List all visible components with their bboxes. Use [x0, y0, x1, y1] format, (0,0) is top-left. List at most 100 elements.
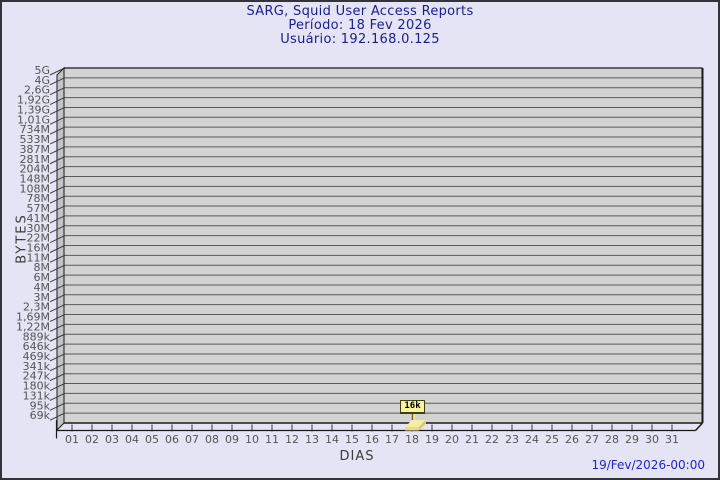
- y-tick: [49, 344, 64, 352]
- y-tick: [49, 225, 64, 234]
- bar-value-label: 16k: [400, 400, 425, 414]
- bar-side-face: [419, 420, 426, 431]
- y-tick: [49, 186, 64, 194]
- y-tick: [49, 196, 64, 204]
- report-header: SARG, Squid User Access Reports Período:…: [2, 5, 718, 47]
- floor-right-edge: [694, 422, 704, 432]
- y-tick: [49, 68, 64, 76]
- x-tick-label: 06: [165, 433, 179, 446]
- y-tick-label: 204M: [20, 163, 51, 176]
- y-tick: [49, 137, 64, 145]
- y-tick-label: 148M: [20, 172, 51, 185]
- y-tick: [49, 354, 64, 362]
- y-tick: [49, 166, 64, 175]
- y-tick-label: 57M: [27, 202, 51, 215]
- y-tick: [49, 304, 64, 313]
- x-tick-label: 21: [465, 433, 479, 446]
- x-tick-label: 31: [665, 433, 679, 446]
- y-tick-label: 41M: [27, 212, 51, 225]
- bar-front-face: [405, 427, 419, 431]
- y-tick: [49, 206, 64, 214]
- y-tick-label: 1,92G: [17, 94, 50, 107]
- x-tick-label: 11: [265, 433, 279, 446]
- y-tick: [49, 314, 64, 322]
- y-tick-label: 247k: [23, 370, 51, 383]
- x-tick-label: 23: [505, 433, 519, 446]
- x-tick-label: 27: [585, 433, 599, 446]
- y-tick: [49, 373, 64, 382]
- y-tick: [49, 97, 64, 106]
- y-tick-label: 69k: [30, 409, 51, 422]
- y-tick-label: 5G: [34, 64, 50, 77]
- x-tick-label: 28: [605, 433, 619, 446]
- x-tick-label: 24: [525, 433, 539, 446]
- y-tick: [49, 413, 64, 421]
- y-tick: [49, 334, 64, 342]
- y-tick: [49, 215, 64, 224]
- y-tick-label: 30M: [27, 222, 51, 235]
- y-tick: [49, 146, 64, 155]
- report-period: Período: 18 Fev 2026: [288, 18, 432, 33]
- x-tick-label: 18: [405, 433, 419, 446]
- x-tick-label: 14: [325, 433, 339, 446]
- x-tick-label: 10: [245, 433, 259, 446]
- y-tick: [49, 156, 64, 165]
- y-tick-label: 734M: [20, 123, 51, 136]
- y-tick: [49, 265, 64, 273]
- y-tick-label: 2,6G: [24, 84, 50, 97]
- x-tick-label: 19: [425, 433, 439, 446]
- y-tick-label: 78M: [27, 192, 51, 205]
- y-tick: [49, 117, 64, 125]
- y-tick-label: 1,22M: [16, 320, 50, 333]
- y-tick-label: 6M: [34, 271, 51, 284]
- y-tick-label: 1,01G: [17, 113, 50, 126]
- y-tick-label: 11M: [27, 251, 51, 264]
- report-user: Usuário: 192.168.0.125: [280, 32, 440, 47]
- y-tick-label: 889k: [23, 330, 51, 343]
- y-tick-label: 387M: [20, 143, 51, 156]
- x-tick-label: 22: [485, 433, 499, 446]
- x-tick-label: 07: [185, 433, 199, 446]
- y-tick: [49, 294, 64, 303]
- x-tick-label: 12: [285, 433, 299, 446]
- y-tick: [49, 127, 64, 135]
- y-tick: [49, 275, 64, 283]
- x-tick-label: 30: [645, 433, 659, 446]
- y-tick-label: 180k: [23, 380, 51, 393]
- y-tick-label: 1,39G: [17, 103, 50, 116]
- y-tick-label: 8M: [34, 261, 51, 274]
- y-tick: [49, 107, 64, 115]
- x-tick-label: 15: [345, 433, 359, 446]
- x-tick-label: 17: [385, 433, 399, 446]
- y-tick: [49, 245, 64, 253]
- y-tick-label: 3M: [34, 291, 51, 304]
- x-tick-label: 26: [565, 433, 579, 446]
- y-tick-label: 4M: [34, 281, 51, 294]
- y-tick: [49, 87, 64, 96]
- x-tick-label: 09: [225, 433, 239, 446]
- y-tick-label: 341k: [23, 360, 51, 373]
- y-tick-label: 108M: [20, 182, 51, 195]
- y-tick: [49, 393, 64, 401]
- report-title: SARG, Squid User Access Reports: [246, 4, 474, 19]
- x-tick-label: 04: [125, 433, 139, 446]
- y-tick-label: 646k: [23, 340, 51, 353]
- x-tick-label: 16: [365, 433, 379, 446]
- left-wall: [56, 66, 65, 432]
- x-axis-title: DIAS: [339, 449, 375, 464]
- y-tick: [49, 77, 64, 86]
- x-tick-label: 03: [105, 433, 119, 446]
- y-tick: [49, 255, 64, 263]
- x-tick-label: 08: [205, 433, 219, 446]
- report-timestamp: 19/Fev/2026-00:00: [591, 458, 705, 472]
- y-tick: [49, 403, 64, 411]
- x-tick-label: 01: [65, 433, 79, 446]
- y-tick: [49, 363, 64, 372]
- y-tick: [49, 176, 64, 184]
- x-tick-label: 25: [545, 433, 559, 446]
- y-tick: [49, 235, 64, 244]
- y-axis-title: BYTES: [14, 213, 30, 264]
- x-tick-label: 02: [85, 433, 99, 446]
